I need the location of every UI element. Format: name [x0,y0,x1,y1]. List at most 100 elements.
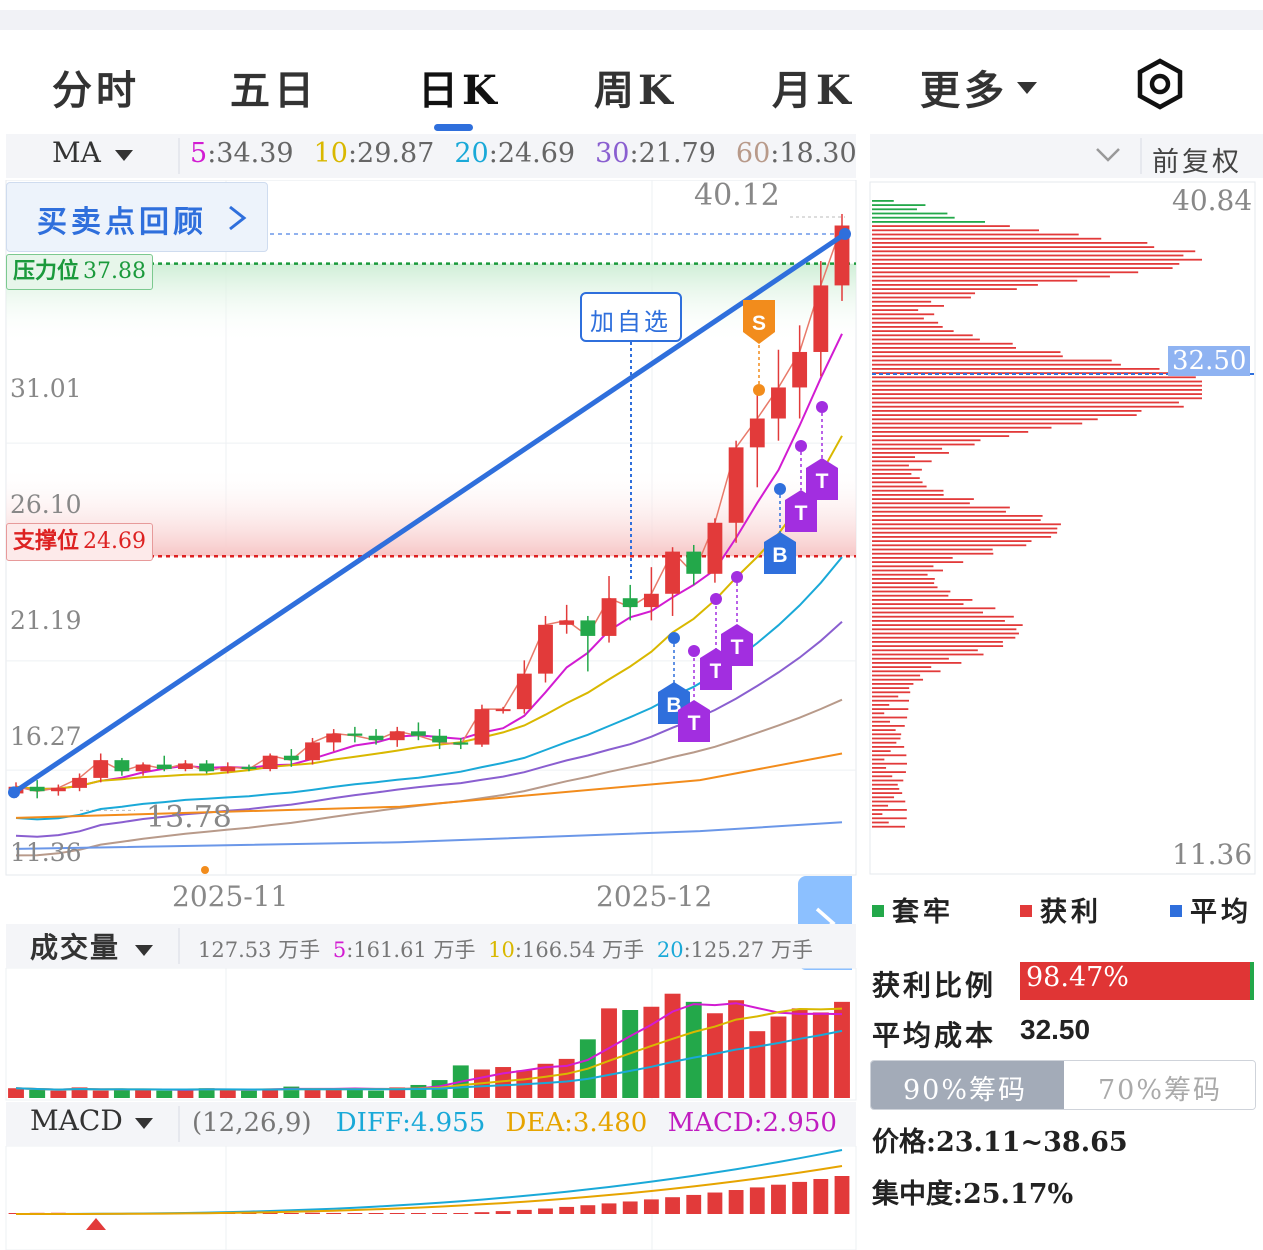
triangle-down-icon [134,1118,153,1129]
chip-bar [872,544,1027,547]
volume-values: 127.53 万手 5:161.61 万手 10:166.54 万手 20:12… [198,938,813,962]
chevron-down-icon[interactable] [1094,146,1122,164]
chip-tab-90[interactable]: 90%筹码 [871,1061,1064,1109]
candle [686,551,702,574]
volume-ma20-line [15,1029,843,1091]
candle [199,763,215,772]
tab-monthly-k[interactable]: 月K [772,67,855,114]
chip-bar [872,300,932,303]
tab-daily-k[interactable]: 日K [418,67,501,114]
y-tick: 16.27 [10,722,82,751]
chip-bar [872,662,962,664]
volume-bar [29,1089,46,1098]
ma-value: :18.30 [770,138,857,169]
resistance-value: 37.88 [83,259,146,284]
chip-bar [872,506,1010,509]
hexagon-gear-icon[interactable] [1136,58,1184,110]
chip-bar [872,582,935,584]
candle [347,733,363,736]
macd-histogram-bar [410,1213,426,1214]
trend-end-dot [839,227,851,240]
ma-item: 10:29.87 [314,138,435,169]
chip-bar [872,578,935,580]
macd-histogram-bar [495,1211,511,1214]
trend-line [12,231,847,795]
chip-bar [872,712,885,715]
chip-bar [872,536,1052,538]
trade-review-label: 买卖点回顾 [37,205,207,240]
chip-bar [872,817,907,820]
chip-bar [872,460,932,463]
chip-bar [872,481,923,484]
chip-bar [872,271,1139,274]
chip-bar [872,590,951,593]
chip-bar [872,305,944,307]
signal-dot [753,384,765,396]
chip-bar [872,284,1038,286]
triangle-down-icon [114,150,133,161]
volume-bar [346,1089,363,1098]
chip-bar [872,321,939,324]
volume-bar [368,1090,384,1098]
candle [792,351,808,388]
adjust-mode-button[interactable]: 前复权 [1152,147,1242,178]
macd-histogram-bar [686,1194,702,1214]
t-signal-label: T [816,470,829,493]
legend-average: 平均 [1170,890,1252,929]
tab-intraday[interactable]: 分时 [52,67,140,114]
chip-bar [872,447,943,450]
chip-bar [872,720,891,723]
chip-bar [872,246,1155,248]
macd-selector[interactable]: MACD [30,1104,154,1137]
candle [538,624,553,674]
tab-more-label: 更多 [920,67,1008,114]
chip-bar [872,624,1023,626]
tab-more[interactable]: 更多 [920,58,1039,116]
macd-histogram-bar [622,1201,638,1214]
chip-bar [872,485,927,488]
add-watchlist-button[interactable]: 加自选 [580,292,682,342]
chip-bar [872,393,1202,395]
chip-bar [872,313,935,316]
volume-selector[interactable]: 成交量 [30,926,154,966]
volume-bar [92,1090,109,1098]
macd-histogram-bar [368,1213,384,1214]
volume-bar [749,1031,766,1098]
volume-bar [241,1090,257,1098]
chevron-right-icon [229,205,247,231]
buy-signal-label: B [772,544,787,567]
macd-histogram-bar [283,1213,299,1214]
chip-tab-70[interactable]: 70%筹码 [1064,1061,1255,1109]
chip-bar [872,237,1102,240]
macd-histogram-bar [516,1209,532,1214]
tab-five-day[interactable]: 五日 [230,67,318,114]
ma-indicator-bar [6,134,856,178]
concentration: 集中度:25.17% [872,1179,1074,1210]
chip-bar [872,758,885,761]
chip-bar [872,704,890,706]
chip-bar [872,599,973,601]
tab-weekly-k[interactable]: 周K [594,67,677,114]
trade-review-button[interactable]: 买卖点回顾 [6,182,268,252]
chip-bar [872,359,1112,362]
candle [283,755,299,761]
volume-bar [177,1089,194,1098]
chip-bar [872,296,971,299]
volume-bar [770,1016,787,1098]
legend-swatch [1020,905,1032,917]
macd-params: (12,26,9) [192,1108,312,1138]
chip-bar [872,431,1029,433]
profit-ratio-label: 获利比例 [872,969,997,1002]
t-signal: T [785,490,817,532]
volume-bar [664,993,681,1098]
chip-bar [872,699,910,702]
t-signal-shape [806,458,838,500]
ma-selector[interactable]: MA [52,136,134,169]
triangle-down-icon [1017,82,1038,94]
chip-frame [869,181,1256,875]
chip-range-toggle: 90%筹码 70%筹码 [870,1060,1256,1110]
t-signal-shape [721,624,753,666]
sell-signal-label: S [752,312,766,335]
sell-signal-shape [743,300,775,344]
chip-bar [872,288,1017,290]
